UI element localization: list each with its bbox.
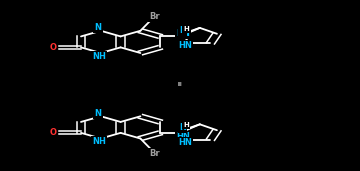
Text: N: N — [94, 23, 102, 32]
Text: N: N — [179, 26, 186, 35]
Text: HN: HN — [178, 41, 192, 50]
Text: O: O — [49, 43, 57, 52]
Text: ·: · — [176, 76, 184, 95]
Text: Br: Br — [149, 12, 160, 21]
Text: HN: HN — [176, 29, 190, 37]
Text: H: H — [183, 26, 189, 32]
Text: HN: HN — [176, 132, 190, 141]
Text: H: H — [183, 122, 189, 128]
Text: O: O — [49, 128, 57, 137]
Text: N: N — [179, 123, 186, 132]
Text: NH: NH — [92, 52, 106, 61]
Text: NH: NH — [92, 137, 106, 146]
Text: HN: HN — [178, 138, 192, 147]
Text: N: N — [94, 109, 102, 118]
Text: Br: Br — [149, 149, 160, 158]
